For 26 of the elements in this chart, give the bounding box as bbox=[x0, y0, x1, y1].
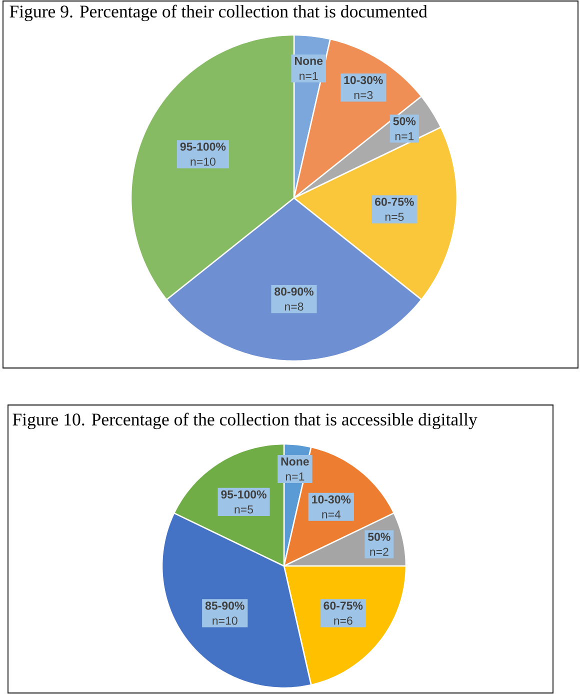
slice-label: 50% bbox=[393, 117, 416, 126]
slice-label: 50% bbox=[368, 532, 390, 541]
data-label: n=10 bbox=[190, 158, 216, 166]
slice-label: 85-90% bbox=[205, 602, 244, 610]
data-label: n=8 bbox=[285, 302, 304, 311]
slice-label: 10-30% bbox=[344, 76, 383, 84]
data-label: n=6 bbox=[334, 616, 352, 625]
slice-label: 60-75% bbox=[324, 602, 363, 610]
data-label: n=2 bbox=[370, 548, 388, 556]
slice-label: None bbox=[281, 458, 309, 466]
data-label: n=5 bbox=[234, 506, 254, 514]
data-label: n=5 bbox=[385, 212, 404, 221]
slice-label: 95-100% bbox=[180, 142, 226, 151]
slice-label: 95-100% bbox=[221, 490, 266, 499]
slice-label: 10-30% bbox=[312, 495, 351, 504]
chart-title: Figure 9. Percentage of their collection that is documented bbox=[10, 4, 428, 22]
slice-label: 60-75% bbox=[375, 198, 414, 206]
data-label: n=3 bbox=[354, 91, 373, 100]
data-label: n=10 bbox=[212, 616, 238, 625]
data-label: n=1 bbox=[300, 72, 318, 80]
data-label: n=4 bbox=[322, 510, 341, 518]
chart-title: Figure 10. Percentage of the collection that is accessible digitally bbox=[12, 412, 478, 430]
slice-label: None bbox=[295, 56, 323, 65]
data-label: n=1 bbox=[395, 132, 414, 140]
slice-label: 80-90% bbox=[274, 287, 314, 296]
data-label: n=1 bbox=[286, 472, 304, 480]
